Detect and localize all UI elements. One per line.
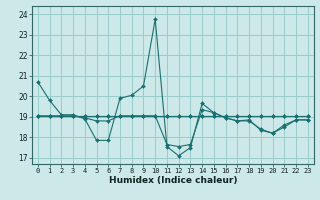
X-axis label: Humidex (Indice chaleur): Humidex (Indice chaleur) — [108, 176, 237, 185]
